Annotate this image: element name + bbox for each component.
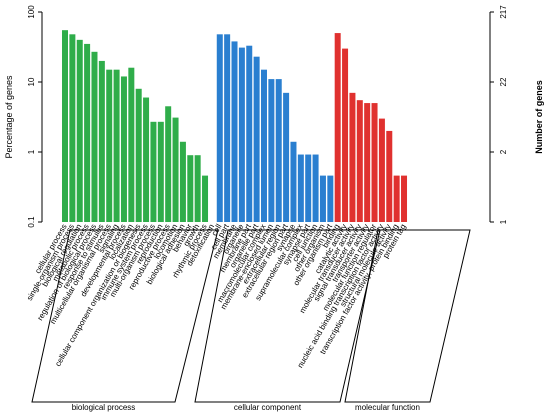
bar: [327, 175, 334, 222]
bar: [312, 154, 319, 222]
bar: [194, 155, 201, 222]
y-tick-label: 1: [27, 149, 36, 154]
bar: [69, 34, 76, 223]
bar: [143, 97, 150, 222]
bar: [275, 79, 282, 222]
bar: [364, 103, 371, 222]
bar: [165, 106, 172, 222]
bar: [283, 92, 290, 222]
y2-tick-label: 2: [499, 149, 508, 154]
bar: [76, 39, 83, 222]
bar: [98, 60, 105, 222]
bar: [157, 121, 164, 222]
bar: [334, 33, 341, 222]
bar: [231, 41, 238, 223]
bar: [378, 118, 385, 222]
group-bracket: [344, 229, 471, 403]
bar: [128, 67, 135, 222]
y-axis-ticks: 100 217 10 22 1 2 0.1 1: [27, 5, 508, 228]
group-label: molecular function: [355, 403, 420, 412]
bar: [349, 92, 356, 222]
y-tick-label: 100: [27, 5, 36, 19]
bar: [113, 69, 120, 222]
bar: [371, 103, 378, 222]
y2-tick-label: 22: [499, 77, 508, 86]
bar: [253, 56, 260, 223]
bar: [216, 34, 223, 223]
bar: [260, 69, 267, 222]
y2-axis-title: Number of genes: [534, 80, 544, 154]
bar: [224, 34, 231, 223]
group-label: cellular component: [234, 403, 302, 412]
bar: [268, 79, 275, 222]
bar: [120, 76, 127, 223]
bar: [305, 154, 312, 222]
y-tick-label: 0.1: [27, 216, 36, 228]
bar: [106, 69, 113, 222]
bars-layer: [62, 30, 408, 223]
bar: [91, 51, 98, 222]
bar: [202, 175, 209, 222]
bar: [246, 45, 253, 222]
bar: [135, 88, 142, 223]
bar: [319, 175, 326, 222]
bar: [393, 175, 400, 222]
group-bracket: [31, 229, 219, 403]
bar: [356, 100, 363, 222]
y2-tick-label: 1: [499, 219, 508, 224]
bar: [187, 155, 194, 222]
y-axis-title: Percentage of genes: [4, 75, 14, 159]
bar: [297, 154, 304, 222]
y2-tick-label: 217: [499, 5, 508, 19]
bar: [62, 30, 68, 223]
bar: [238, 47, 245, 223]
bar: [84, 43, 91, 222]
bar: [290, 141, 297, 222]
bar: [150, 121, 157, 222]
group-brackets: biological process cellular component mole…: [31, 229, 471, 412]
bar: [386, 130, 393, 222]
y-tick-label: 10: [27, 77, 36, 86]
bar: [342, 48, 349, 222]
group-bracket: [194, 229, 381, 403]
group-label: biological process: [72, 403, 136, 412]
bar: [401, 175, 408, 222]
bar: [172, 117, 179, 222]
bar: [179, 141, 186, 222]
